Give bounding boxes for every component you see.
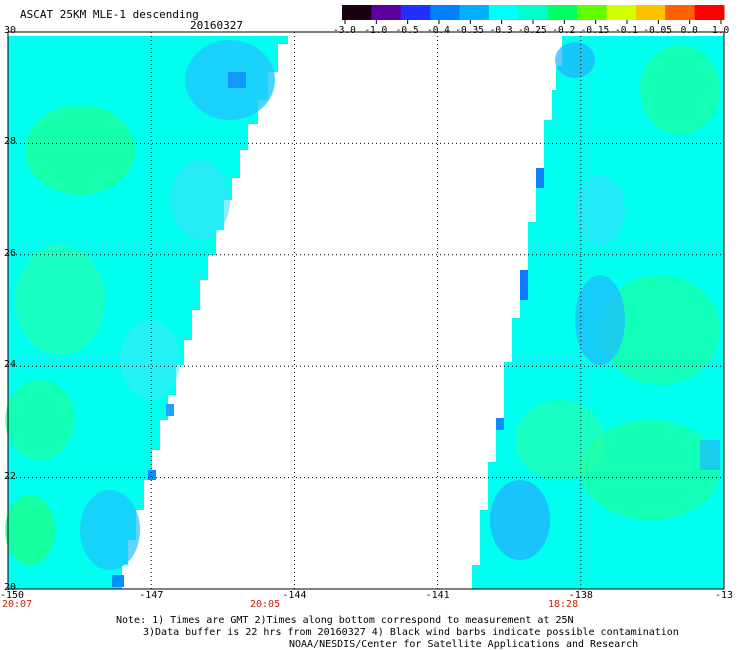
colorbar-label: -0.15 — [580, 25, 610, 36]
colorbar-label: -0.3 — [489, 25, 513, 36]
colorbar-segment — [400, 5, 431, 20]
longitude-label: -13 — [715, 590, 734, 601]
longitude-label: -138 — [568, 590, 593, 601]
colorbar-label: -0.2 — [552, 25, 576, 36]
colorbar-ticks — [344, 20, 722, 24]
colorbar-segment — [518, 5, 549, 20]
latitude-label: 28 — [4, 136, 17, 148]
colorbar-label: -0.35 — [455, 25, 484, 36]
colorbar-segment — [577, 5, 607, 20]
latitude-label: 24 — [4, 359, 17, 371]
colorbar-segment — [606, 5, 637, 20]
colorbar-segment — [371, 5, 402, 20]
map-title: ASCAT 25KM MLE-1 descending — [20, 8, 199, 21]
latitude-label: 26 — [4, 247, 17, 259]
colorbar-segment — [694, 5, 725, 20]
latitude-label: 22 — [4, 470, 17, 482]
colorbar-label: -1.0 — [364, 25, 388, 36]
note-line-1: Note: 1) Times are GMT 2)Times along bot… — [116, 615, 574, 626]
latitude-label: 20 — [4, 582, 17, 593]
colorbar-label: 0.0 — [680, 25, 698, 36]
map-date: 20160327 — [190, 19, 243, 32]
longitude-label: -150 — [0, 590, 25, 601]
colorbar-segment — [665, 5, 696, 20]
colorbar-segment — [635, 5, 666, 20]
note-line-2: 3)Data buffer is 22 hrs from 20160327 4)… — [143, 627, 679, 638]
time-label-mid: 20:05 — [250, 599, 281, 610]
colorbar-segment — [459, 5, 490, 20]
map-frame — [7, 31, 725, 590]
colorbar-label: -0.05 — [643, 25, 672, 36]
colorbar-segment — [488, 5, 519, 20]
longitude-label: -144 — [282, 590, 307, 601]
colorbar-segment — [547, 5, 578, 20]
colorbar-label: -0.25 — [518, 25, 547, 36]
colorbar-segment — [342, 5, 372, 20]
colorbar-label: -3.0 — [333, 25, 356, 36]
left-swath — [5, 36, 288, 589]
longitude-label: -147 — [139, 590, 164, 601]
longitude-label: -141 — [425, 590, 450, 601]
colorbar-segment — [430, 5, 461, 20]
latitude-label: 30 — [4, 25, 17, 36]
colorbar-label: -0.5 — [395, 25, 419, 36]
colorbar-label: -0.1 — [615, 25, 638, 36]
colorbar — [342, 5, 725, 20]
note-line-3: NOAA/NESDIS/Center for Satellite Applica… — [289, 639, 639, 650]
colorbar-label: -0.4 — [427, 25, 450, 36]
graticule — [8, 32, 724, 589]
time-label-right: 18:28 — [548, 599, 579, 610]
time-label-left: 20:07 — [2, 599, 33, 610]
colorbar-label: 1.0 — [712, 25, 730, 36]
right-swath — [472, 36, 724, 589]
